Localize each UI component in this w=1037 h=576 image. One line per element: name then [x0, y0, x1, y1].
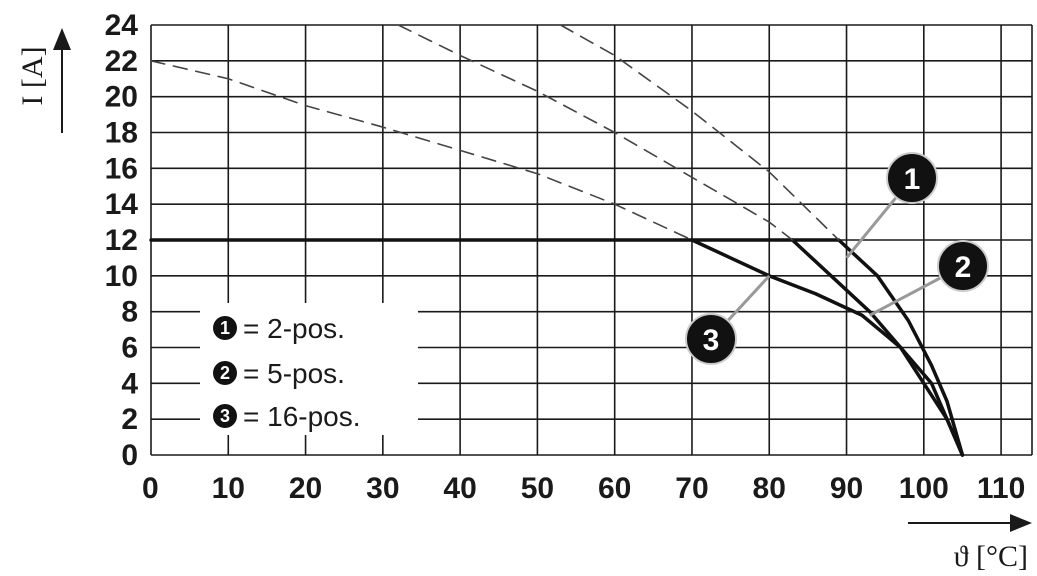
- x-tick-label: 70: [675, 472, 708, 505]
- x-tick-label: 60: [598, 472, 631, 505]
- legend: 1 = 2-pos. 2 = 5-pos. 3 = 16-pos.: [200, 303, 418, 435]
- y-tick-label: 22: [105, 45, 138, 78]
- y-tick-label: 24: [105, 9, 139, 42]
- legend-label-3: = 16-pos.: [243, 401, 361, 432]
- x-tick-label: 30: [366, 472, 399, 505]
- y-tick-label: 8: [121, 296, 138, 329]
- curve-3: [690, 238, 965, 457]
- y-tick-label: 4: [121, 367, 138, 400]
- legend-marker-2: 2: [213, 361, 237, 385]
- x-axis-label: ϑ [°C]: [954, 540, 1028, 573]
- y-axis-arrow: [53, 28, 71, 133]
- legend-label-1: = 2-pos.: [243, 313, 345, 344]
- legend-marker-1: 1: [213, 316, 237, 340]
- y-tick-label: 6: [121, 332, 138, 365]
- svg-text:2: 2: [220, 363, 230, 383]
- legend-marker-3: 3: [213, 404, 237, 428]
- grid-lines: [150, 24, 1033, 456]
- y-tick-label: 18: [105, 117, 138, 150]
- dashed-curve-5: [559, 24, 840, 241]
- x-tick-label: 80: [753, 472, 786, 505]
- dashed-curve-4: [397, 24, 794, 241]
- x-tick-label: 0: [142, 472, 159, 505]
- legend-label-2: = 5-pos.: [243, 358, 345, 389]
- y-tick-label: 14: [105, 188, 139, 221]
- callout-badge-3: [685, 313, 737, 365]
- callouts: 1 2 3: [685, 152, 989, 365]
- callout-badge-2: [937, 240, 989, 292]
- svg-text:3: 3: [220, 406, 230, 426]
- svg-text:1: 1: [220, 318, 230, 338]
- y-tick-label: 10: [105, 260, 138, 293]
- y-tick-label: 0: [121, 439, 138, 472]
- y-tick-label: 16: [105, 152, 138, 185]
- x-tick-label: 90: [830, 472, 863, 505]
- y-axis-label: I [A]: [16, 46, 49, 105]
- x-tick-label: 40: [443, 472, 476, 505]
- x-tick-label: 20: [289, 472, 322, 505]
- series-curves: [149, 24, 965, 457]
- x-tick-label: 100: [899, 472, 949, 505]
- callout-badge-label-2: 2: [955, 251, 972, 284]
- y-tick-label: 20: [105, 81, 138, 114]
- x-axis-arrow: [908, 514, 1032, 532]
- x-tick-label: 110: [977, 472, 1025, 505]
- y-tick-label: 12: [105, 224, 138, 257]
- x-axis-ticks: 0 10 20 30 40 50 60 70 80 90 100 110: [142, 472, 1025, 505]
- dashed-curve-3: [150, 60, 693, 241]
- callout-badge-label-3: 3: [703, 324, 720, 357]
- x-tick-label: 10: [212, 472, 245, 505]
- callout-badge-label-1: 1: [904, 163, 921, 196]
- y-tick-label: 2: [121, 403, 138, 436]
- x-tick-label: 50: [521, 472, 554, 505]
- callout-badge-1: [886, 152, 938, 204]
